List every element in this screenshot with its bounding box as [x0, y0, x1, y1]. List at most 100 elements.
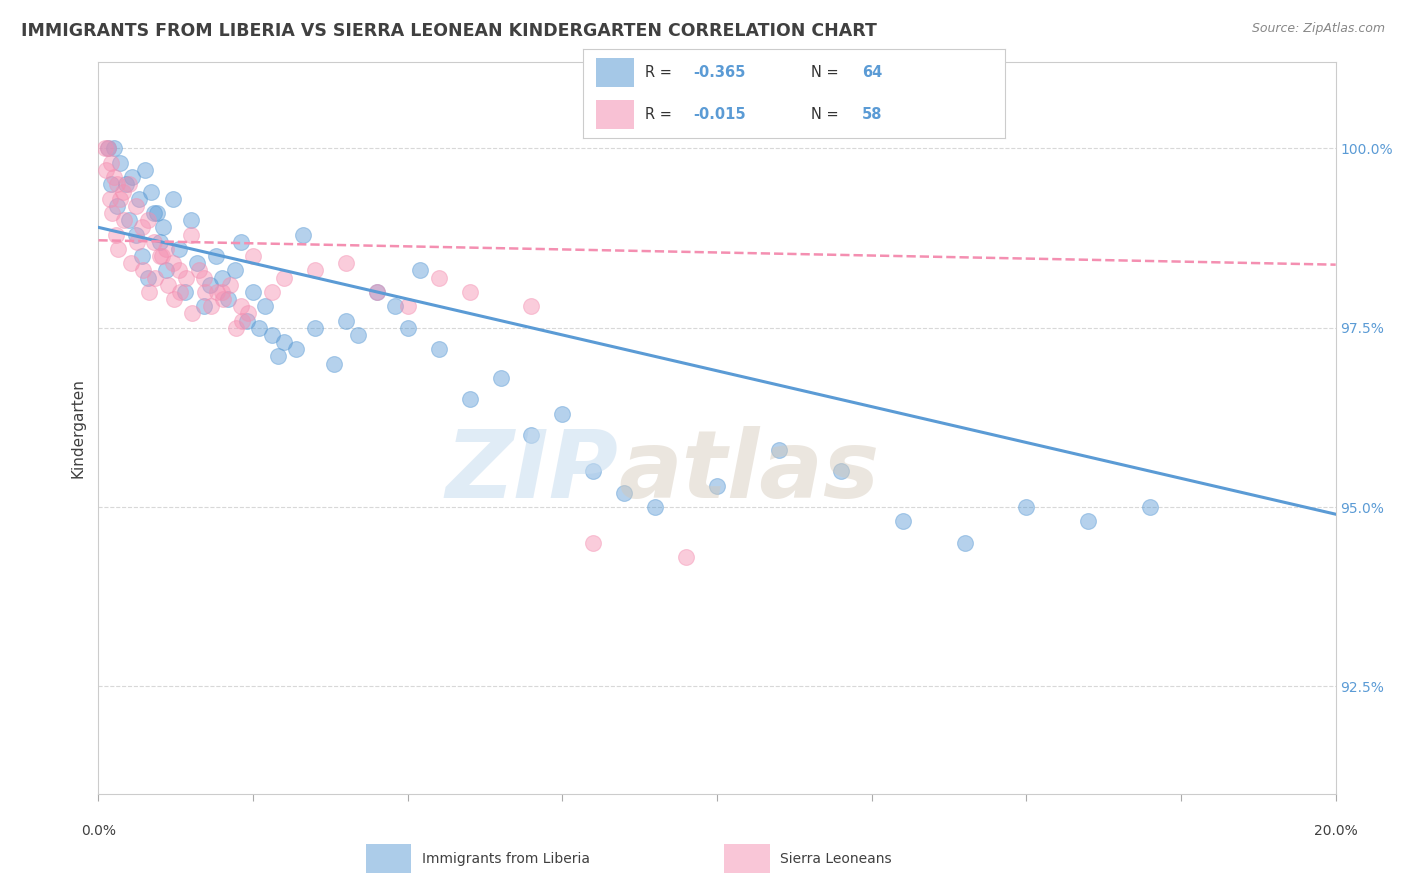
Point — [193, 299, 215, 313]
Point — [146, 206, 169, 220]
Text: atlas: atlas — [619, 426, 879, 518]
Point — [194, 285, 217, 299]
Point — [174, 285, 197, 299]
Text: 64: 64 — [862, 65, 882, 80]
Point — [101, 206, 124, 220]
Point — [217, 292, 239, 306]
Point — [198, 277, 221, 292]
Point — [149, 235, 172, 249]
Point — [229, 299, 252, 313]
Point — [891, 515, 914, 529]
Point — [384, 299, 406, 313]
Point — [104, 227, 127, 242]
Point — [427, 270, 450, 285]
Text: -0.015: -0.015 — [693, 107, 745, 122]
Point — [229, 235, 252, 249]
Point — [582, 464, 605, 478]
Point — [218, 277, 240, 292]
Point — [97, 141, 120, 155]
Text: Source: ZipAtlas.com: Source: ZipAtlas.com — [1251, 22, 1385, 36]
Point — [236, 313, 259, 327]
Point — [644, 500, 666, 514]
Point — [108, 192, 131, 206]
Point — [551, 407, 574, 421]
Point — [267, 350, 290, 364]
Point — [520, 299, 543, 313]
Point — [260, 327, 283, 342]
Point — [236, 306, 259, 320]
Point — [768, 442, 790, 457]
Text: N =: N = — [811, 107, 844, 122]
Point — [200, 299, 222, 313]
Point — [347, 327, 370, 342]
Point — [231, 313, 253, 327]
Text: IMMIGRANTS FROM LIBERIA VS SIERRA LEONEAN KINDERGARTEN CORRELATION CHART: IMMIGRANTS FROM LIBERIA VS SIERRA LEONEA… — [21, 22, 877, 40]
Point — [152, 220, 174, 235]
Point — [107, 242, 129, 256]
Point — [100, 178, 122, 192]
Point — [149, 249, 172, 263]
Point — [162, 256, 184, 270]
Point — [247, 320, 270, 334]
Point — [304, 263, 326, 277]
Point — [143, 270, 166, 285]
Point — [335, 256, 357, 270]
Text: ZIP: ZIP — [446, 426, 619, 518]
Point — [242, 285, 264, 299]
Point — [225, 320, 247, 334]
Point — [273, 335, 295, 350]
Point — [953, 536, 976, 550]
Point — [582, 536, 605, 550]
Point — [458, 392, 481, 407]
Point — [124, 199, 146, 213]
Y-axis label: Kindergarten: Kindergarten — [70, 378, 86, 478]
Point — [155, 263, 177, 277]
Text: Sierra Leoneans: Sierra Leoneans — [780, 852, 891, 865]
Point — [120, 256, 142, 270]
Point — [124, 227, 146, 242]
Text: 0.0%: 0.0% — [82, 824, 115, 838]
Point — [180, 227, 202, 242]
Text: R =: R = — [644, 107, 676, 122]
Point — [132, 263, 155, 277]
Point — [115, 178, 138, 192]
Point — [98, 192, 121, 206]
Point — [322, 357, 344, 371]
Point — [103, 141, 125, 155]
Point — [94, 163, 117, 178]
Point — [143, 235, 166, 249]
Point — [167, 242, 190, 256]
Point — [273, 270, 295, 285]
Point — [118, 178, 141, 192]
Point — [675, 550, 697, 565]
Point — [211, 270, 233, 285]
Point — [162, 192, 184, 206]
Point — [118, 213, 141, 227]
Point — [193, 270, 215, 285]
Point — [97, 141, 120, 155]
Text: 20.0%: 20.0% — [1313, 824, 1358, 838]
Point — [125, 235, 148, 249]
Point — [224, 263, 246, 277]
Point — [156, 277, 179, 292]
Text: 58: 58 — [862, 107, 883, 122]
Point — [150, 249, 173, 263]
Point — [134, 163, 156, 178]
Bar — [366, 844, 412, 873]
Point — [1015, 500, 1038, 514]
Point — [112, 185, 135, 199]
Point — [212, 292, 235, 306]
Point — [105, 178, 128, 192]
Point — [304, 320, 326, 334]
Point — [131, 220, 153, 235]
Point — [242, 249, 264, 263]
Point — [613, 485, 636, 500]
Point — [187, 263, 209, 277]
Point — [489, 371, 512, 385]
Point — [205, 249, 228, 263]
Point — [112, 213, 135, 227]
Point — [180, 213, 202, 227]
Text: -0.365: -0.365 — [693, 65, 745, 80]
Point — [136, 213, 159, 227]
Point — [396, 299, 419, 313]
